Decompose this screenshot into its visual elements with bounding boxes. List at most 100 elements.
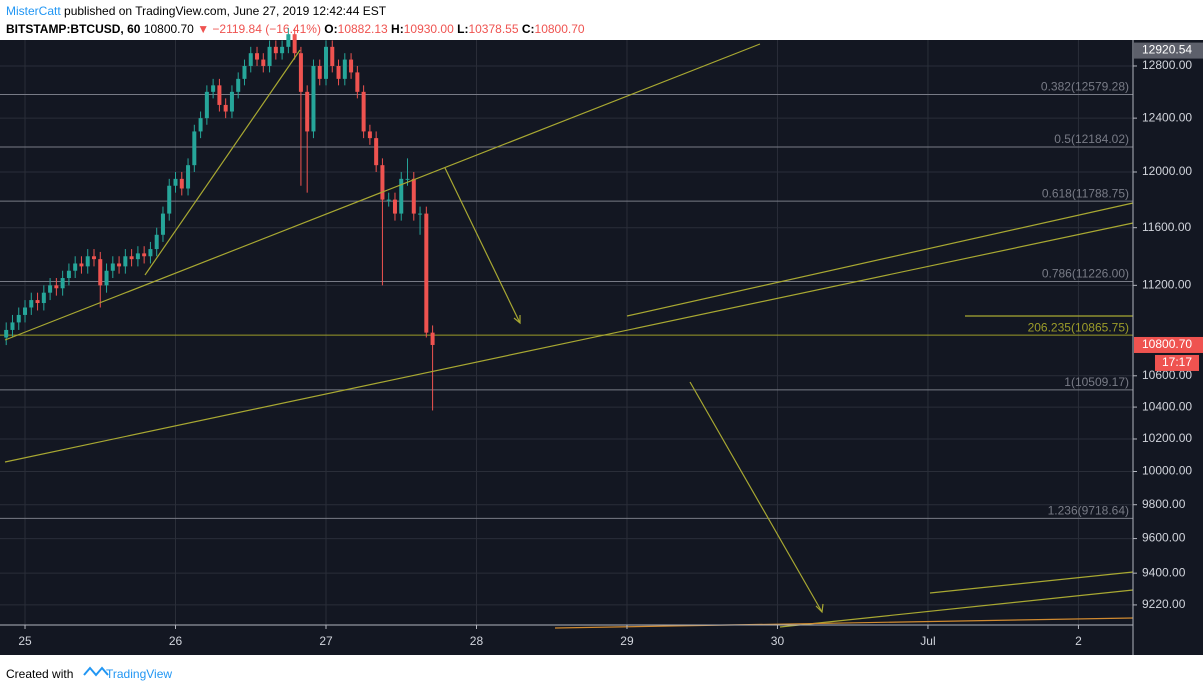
candle-body	[430, 332, 435, 345]
fib-label: 0.786(11226.00)	[1042, 267, 1129, 281]
price-label: 10800.70	[1142, 337, 1192, 351]
footer-created: Created with	[6, 667, 73, 681]
countdown: 17:17	[1162, 355, 1192, 369]
candle-body	[248, 53, 253, 66]
h-value: 10930.00	[404, 22, 454, 36]
l-value: 10378.55	[468, 22, 518, 36]
candle-body	[399, 178, 404, 214]
candle-body	[160, 213, 165, 235]
candle-body	[154, 234, 159, 250]
candle-body	[349, 59, 354, 73]
candle-body	[311, 65, 316, 132]
candle-body	[367, 131, 372, 139]
candle-body	[142, 253, 147, 257]
candle-body	[48, 285, 53, 293]
candle-body	[242, 65, 247, 79]
y-tick-label: 9220.00	[1142, 597, 1186, 611]
candle-body	[123, 256, 128, 267]
candle-body	[392, 199, 397, 214]
y-tick-label: 10600.00	[1142, 368, 1192, 382]
c-value: 10800.70	[535, 22, 585, 36]
candle-body	[323, 46, 328, 79]
y-tick-label: 9800.00	[1142, 497, 1186, 511]
x-tick-label: 2	[1075, 634, 1082, 648]
candle-body	[255, 53, 260, 60]
candle-body	[261, 59, 266, 66]
candle-body	[292, 34, 297, 54]
x-tick-label: Jul	[920, 634, 935, 648]
candle-body	[129, 256, 134, 260]
arrow	[689, 381, 823, 613]
candle-body	[148, 249, 153, 257]
price: 10800.70	[144, 22, 194, 36]
fib-label: 1.236(9718.64)	[1048, 504, 1129, 518]
y-tick-label: 11600.00	[1142, 220, 1191, 234]
candle-body	[54, 285, 59, 289]
candle-body	[79, 263, 84, 267]
symbol: BITSTAMP:BTCUSD, 60	[6, 22, 141, 36]
author: MisterCatt	[6, 4, 61, 18]
candle-body	[41, 292, 46, 304]
candle-body	[280, 46, 285, 54]
c-label: C:	[522, 22, 535, 36]
candle-body	[286, 34, 291, 47]
candle-body	[91, 256, 96, 260]
x-tick-label: 26	[169, 634, 183, 648]
candle-body	[236, 78, 241, 92]
candle-body	[198, 118, 203, 132]
candle-body	[405, 178, 410, 180]
candle-body	[73, 263, 78, 271]
x-tick-label: 28	[470, 634, 484, 648]
candle-body	[317, 65, 322, 79]
header-line-2: BITSTAMP:BTCUSD, 60 10800.70 ▼ −2119.84 …	[6, 22, 585, 36]
trend-line	[4, 43, 761, 341]
header-line-1: MisterCatt published on TradingView.com,…	[6, 4, 387, 18]
trend-line	[144, 49, 301, 276]
candle-body	[298, 53, 303, 92]
candle-body	[186, 165, 191, 189]
arrow-head	[815, 603, 824, 614]
x-tick-label: 30	[771, 634, 785, 648]
candle-body	[217, 85, 222, 105]
candle-body	[418, 213, 423, 215]
candle-body	[342, 59, 347, 79]
candle-body	[336, 65, 341, 79]
trend-line	[929, 571, 1134, 594]
x-tick-label: 29	[620, 634, 634, 648]
candle-body	[273, 46, 278, 54]
price-label: 12920.54	[1142, 43, 1192, 57]
trend-line	[779, 589, 1134, 628]
candle-body	[305, 91, 310, 132]
candle-body	[267, 46, 272, 66]
drawings	[4, 43, 1134, 629]
candle-body	[29, 300, 34, 308]
candle-body	[204, 91, 209, 119]
y-tick-label: 9400.00	[1142, 565, 1186, 579]
y-tick-label: 9600.00	[1142, 531, 1186, 545]
candle-body	[179, 178, 184, 189]
y-tick-label: 12000.00	[1142, 164, 1192, 178]
trend-line	[4, 222, 1134, 463]
y-tick-label: 10200.00	[1142, 431, 1192, 445]
candle-body	[110, 263, 115, 271]
trend-line	[626, 202, 1134, 317]
trend-line	[554, 617, 1134, 629]
footer-brand: TradingView	[106, 667, 172, 681]
candle-body	[192, 131, 197, 166]
candle-body	[35, 300, 40, 304]
o-label: O:	[324, 22, 337, 36]
price-label-box	[1134, 42, 1203, 59]
candle-body	[135, 253, 140, 260]
candle-body	[60, 278, 65, 289]
candle-body	[23, 307, 28, 315]
y-tick-label: 10000.00	[1142, 464, 1192, 478]
candle-body	[386, 199, 391, 201]
candle-body	[355, 72, 360, 92]
candle-body	[361, 91, 366, 132]
l-label: L:	[457, 22, 468, 36]
arrow	[444, 167, 521, 324]
fib-label: 0.5(12184.02)	[1054, 132, 1129, 146]
y-tick-label: 10400.00	[1142, 399, 1192, 413]
candle-body	[117, 263, 122, 267]
o-value: 10882.13	[338, 22, 388, 36]
